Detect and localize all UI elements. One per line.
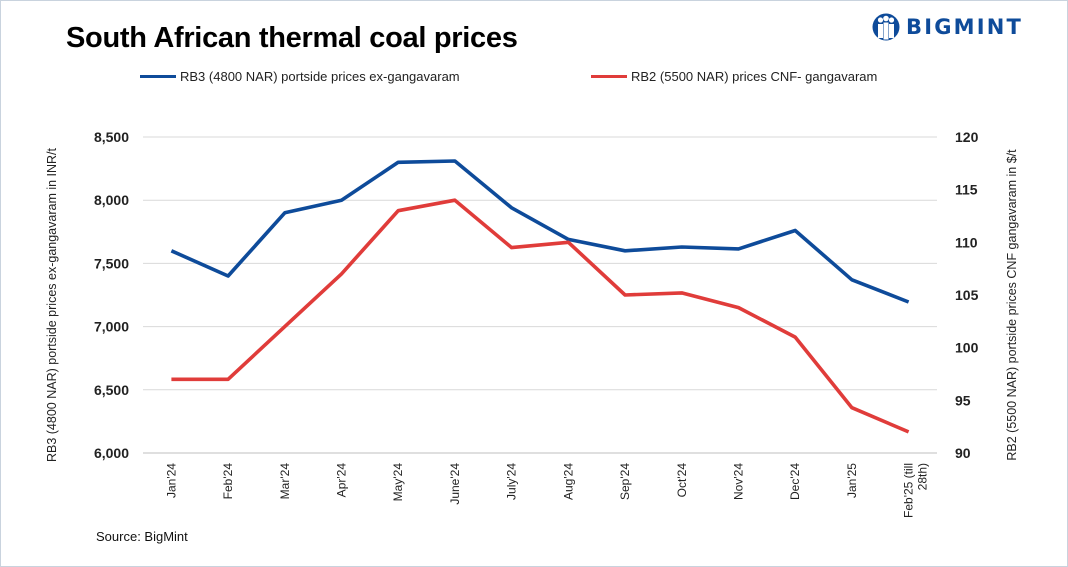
- series-line-rb2: [171, 198, 910, 434]
- y-left-tick-label: 8,500: [94, 129, 129, 145]
- y-right-tick-label: 95: [955, 392, 971, 408]
- svg-text:28th): 28th): [916, 463, 930, 490]
- x-tick-label: June'24: [448, 463, 462, 505]
- svg-text:RB3 (4800 NAR) portside prices: RB3 (4800 NAR) portside prices ex-gangav…: [45, 147, 59, 462]
- svg-text:July'24: July'24: [505, 463, 519, 500]
- y-left-tick-label: 6,000: [94, 445, 129, 461]
- svg-text:June'24: June'24: [448, 463, 462, 505]
- x-tick-label: Mar'24: [278, 463, 292, 500]
- x-tick-label: Jan'24: [164, 463, 178, 498]
- y-right-axis-title: RB2 (5500 NAR) portside prices CNF ganga…: [1005, 149, 1019, 461]
- y-right-tick-label: 115: [955, 182, 978, 198]
- y-right-tick-label: 90: [955, 445, 971, 461]
- x-tick-label: Dec'24: [788, 463, 802, 500]
- series-line-rb3: [170, 159, 910, 304]
- y-right-tick-label: 120: [955, 129, 979, 145]
- svg-text:Jan'24: Jan'24: [164, 463, 178, 498]
- y-left-tick-label: 8,000: [94, 192, 129, 208]
- svg-text:Jan'25: Jan'25: [845, 463, 859, 498]
- x-tick-label: Oct'24: [675, 463, 689, 498]
- legend-item-rb2: RB2 (5500 NAR) prices CNF- gangavaram: [591, 69, 877, 84]
- svg-text:Dec'24: Dec'24: [788, 463, 802, 500]
- y-right-tick-label: 100: [955, 340, 979, 356]
- y-right-tick-label: 105: [955, 287, 979, 303]
- x-tick-label: Feb'25 (till 28th): [902, 463, 930, 518]
- svg-text:Apr'24: Apr'24: [335, 463, 349, 498]
- x-tick-label: Aug'24: [561, 463, 575, 500]
- y-left-tick-label: 7,000: [94, 319, 129, 335]
- svg-text:RB2 (5500 NAR) portside prices: RB2 (5500 NAR) portside prices CNF ganga…: [1005, 149, 1019, 461]
- svg-text:Feb'25 (till: Feb'25 (till: [902, 463, 916, 518]
- brand-name: BIGMINT: [906, 15, 1024, 39]
- brand-people-icon: [872, 13, 900, 41]
- legend-swatch-rb2: [591, 75, 627, 78]
- legend-swatch-rb3: [140, 75, 176, 78]
- legend-item-rb3: RB3 (4800 NAR) portside prices ex-gangav…: [140, 69, 460, 84]
- svg-text:Mar'24: Mar'24: [278, 463, 292, 500]
- svg-text:Oct'24: Oct'24: [675, 463, 689, 498]
- svg-text:Feb'24: Feb'24: [221, 463, 235, 500]
- legend-label-rb3: RB3 (4800 NAR) portside prices ex-gangav…: [180, 69, 460, 84]
- source-note: Source: BigMint: [96, 529, 188, 544]
- x-tick-label: Apr'24: [335, 463, 349, 498]
- x-tick-label: Nov'24: [732, 463, 746, 500]
- x-tick-label: Sep'24: [618, 463, 632, 500]
- svg-text:Nov'24: Nov'24: [732, 463, 746, 500]
- x-tick-label: July'24: [505, 463, 519, 500]
- x-tick-label: Jan'25: [845, 463, 859, 498]
- svg-text:Aug'24: Aug'24: [561, 463, 575, 500]
- x-tick-label: Feb'24: [221, 463, 235, 500]
- legend-label-rb2: RB2 (5500 NAR) prices CNF- gangavaram: [631, 69, 878, 84]
- y-left-axis-title: RB3 (4800 NAR) portside prices ex-gangav…: [45, 147, 59, 462]
- y-right-tick-label: 110: [955, 234, 978, 250]
- chart-title: South African thermal coal prices: [66, 22, 518, 54]
- svg-text:May'24: May'24: [391, 463, 405, 502]
- brand-logo: BIGMINT: [872, 12, 1023, 42]
- y-left-tick-label: 7,500: [94, 255, 129, 271]
- svg-text:Sep'24: Sep'24: [618, 463, 632, 500]
- x-tick-label: May'24: [391, 463, 405, 502]
- y-left-tick-label: 6,500: [94, 382, 129, 398]
